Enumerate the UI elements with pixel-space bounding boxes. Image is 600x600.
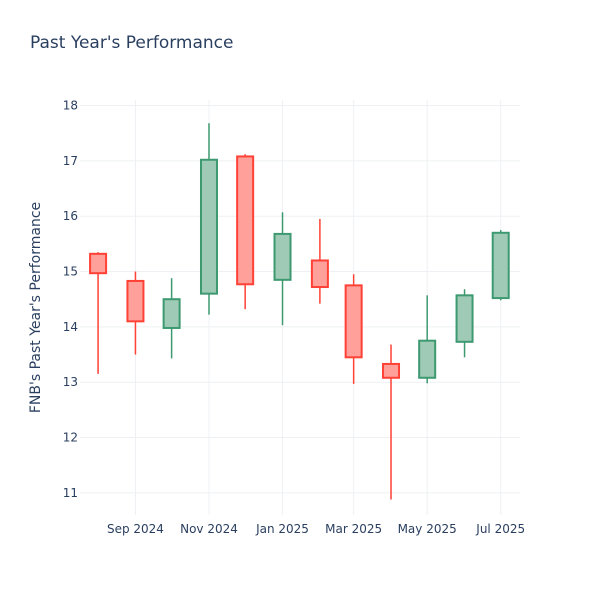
- x-tick-labels: Sep 2024 Nov 2024 Jan 2025 Mar 2025 May 2025…: [107, 522, 525, 536]
- x-tick-label: Sep 2024: [107, 522, 164, 536]
- y-tick-label: 14: [63, 320, 78, 334]
- chart-title: Past Year's Performance: [30, 33, 234, 53]
- candle-body: [236, 155, 255, 286]
- candle-increasing: [273, 212, 292, 326]
- candle-body: [491, 231, 510, 300]
- y-tick-label: 17: [63, 154, 78, 168]
- x-tick-label: Nov 2024: [180, 522, 238, 536]
- candle-body: [418, 339, 437, 379]
- candle-decreasing: [344, 274, 363, 384]
- candle-increasing: [491, 230, 510, 301]
- y-tick-label: 18: [63, 99, 78, 113]
- x-tick-label: Mar 2025: [325, 522, 382, 536]
- y-tick-label: 13: [63, 375, 78, 389]
- y-tick-label: 11: [63, 486, 78, 500]
- x-tick-label: Jan 2025: [255, 522, 309, 536]
- candle-body: [310, 259, 329, 289]
- x-tick-label: Jul 2025: [475, 522, 525, 536]
- candlestick-series: [89, 123, 510, 500]
- candle-body: [199, 158, 218, 295]
- candle-body: [162, 298, 181, 329]
- y-tick-label: 15: [63, 265, 78, 279]
- candle-decreasing: [236, 154, 255, 310]
- candle-increasing: [162, 278, 181, 359]
- candle-decreasing: [310, 218, 329, 304]
- y-axis-title: FNB's Past Year's Performance: [28, 202, 44, 413]
- candle-body: [89, 252, 108, 275]
- candle-decreasing: [89, 252, 108, 374]
- candle-body: [455, 294, 474, 343]
- candle-body: [344, 284, 363, 359]
- candle-increasing: [199, 123, 218, 315]
- y-tick-label: 12: [63, 431, 78, 445]
- y-tick-label: 16: [63, 209, 78, 223]
- candle-decreasing: [382, 344, 401, 500]
- candle-decreasing: [126, 271, 145, 355]
- candle-increasing: [455, 289, 474, 358]
- candle-body: [126, 279, 145, 323]
- x-tick-label: May 2025: [398, 522, 457, 536]
- y-tick-labels: 11 12 13 14 15 16 17 18: [63, 99, 78, 500]
- candle-body: [382, 362, 401, 379]
- candle-increasing: [418, 295, 437, 384]
- candle-body: [273, 232, 292, 281]
- grid-lines: [80, 100, 520, 515]
